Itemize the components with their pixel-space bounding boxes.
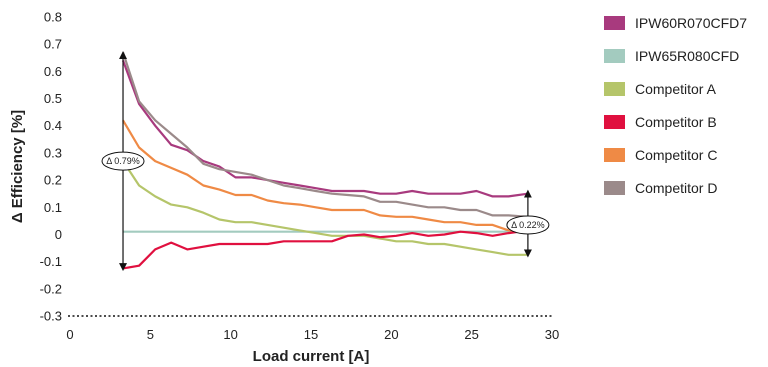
legend-label: IPW65R080CFD xyxy=(635,48,739,64)
y-axis-ticks: 0.8 0.7 0.6 0.5 0.4 0.3 0.2 0.1 0 -0.1 -0.2 -0.3 xyxy=(40,10,62,324)
y-tick-label: -0.3 xyxy=(40,309,62,324)
delta-label: Δ 0.22% xyxy=(511,220,545,230)
legend-label: Competitor B xyxy=(635,114,717,130)
delta-label-bubble xyxy=(506,215,550,235)
series-line-5 xyxy=(122,119,528,232)
legend-label: Competitor C xyxy=(635,147,717,163)
y-tick-label: 0.2 xyxy=(44,173,62,188)
x-tick-label: 5 xyxy=(147,327,154,342)
x-axis-ticks: 0 5 10 15 20 25 30 xyxy=(66,327,559,342)
y-tick-label: 0.5 xyxy=(44,91,62,106)
legend-swatch xyxy=(604,49,625,63)
legend-label: Competitor A xyxy=(635,81,717,97)
x-tick-label: 10 xyxy=(223,327,237,342)
series-line-6 xyxy=(121,51,528,218)
x-tick-label: 30 xyxy=(545,327,559,342)
legend-swatch xyxy=(604,148,625,162)
x-tick-label: 15 xyxy=(304,327,318,342)
x-tick-label: 20 xyxy=(384,327,398,342)
delta-annotations: Δ 0.79% Δ 0.22% xyxy=(101,51,550,272)
y-tick-label: 0.8 xyxy=(44,10,62,25)
y-tick-label: 0 xyxy=(55,227,62,242)
legend-label: IPW60R070CFD7 xyxy=(635,15,747,31)
series-line-3 xyxy=(122,160,528,256)
series-line-1 xyxy=(121,60,529,198)
legend-swatch xyxy=(604,181,625,195)
delta-label-bubble xyxy=(101,151,145,171)
y-tick-label: 0.1 xyxy=(44,200,62,215)
legend-swatch xyxy=(604,82,625,96)
delta-label: Δ 0.79% xyxy=(106,156,140,166)
y-tick-label: 0.3 xyxy=(44,145,62,160)
y-tick-label: -0.2 xyxy=(40,281,62,296)
x-tick-label: 25 xyxy=(464,327,478,342)
legend: IPW60R070CFD7 IPW65R080CFD Competitor A Com… xyxy=(604,15,747,196)
series-line-4 xyxy=(122,229,529,270)
y-tick-label: 0.7 xyxy=(44,37,62,52)
y-tick-label: 0.6 xyxy=(44,64,62,79)
y-axis-label: Δ Efficiency [%] xyxy=(9,110,26,223)
legend-swatch xyxy=(604,16,625,30)
y-tick-label: 0.4 xyxy=(44,118,62,133)
x-axis-label: Load current [A] xyxy=(253,348,370,365)
x-tick-label: 0 xyxy=(66,327,73,342)
y-tick-label: -0.1 xyxy=(40,254,62,269)
series-lines xyxy=(121,51,529,270)
legend-swatch xyxy=(604,115,625,129)
legend-label: Competitor D xyxy=(635,180,717,196)
